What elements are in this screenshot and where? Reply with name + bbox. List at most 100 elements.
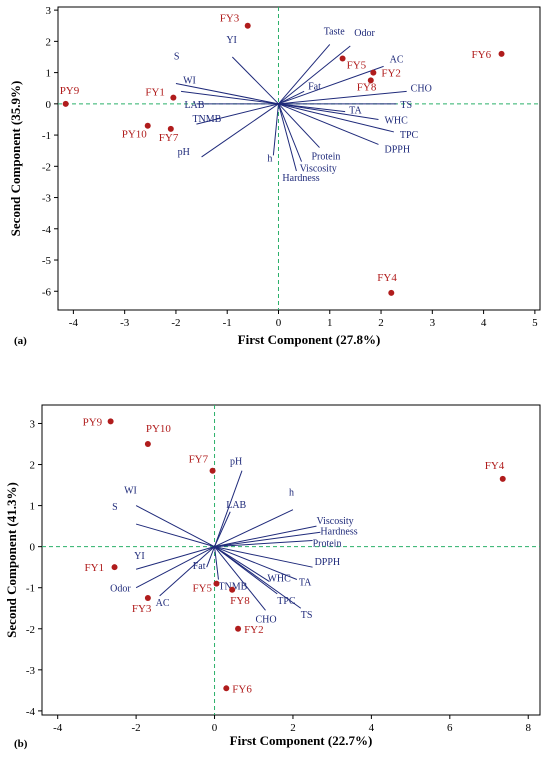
- p2-vector-label: Protein: [313, 538, 342, 549]
- p1-x-axis-title: First Component (27.8%): [238, 332, 381, 347]
- p1-sample-label: FY8: [357, 81, 377, 93]
- p2-vector-label: DPPH: [315, 557, 341, 568]
- p1-x-tick-label: 5: [532, 317, 538, 329]
- p1-sample-point: [388, 289, 395, 296]
- p2-sample-label: FY1: [85, 562, 105, 574]
- p1-y-tick-label: -3: [42, 193, 52, 205]
- p2-loading-vector: [135, 523, 215, 548]
- p1-sample-point: [339, 55, 346, 62]
- p2-loading-vector: [214, 546, 266, 611]
- p1-loading-vector: [278, 103, 320, 148]
- p1-vector-label: CHO: [411, 83, 432, 94]
- p2-y-tick-label: 2: [30, 460, 36, 472]
- p2-loading-vector: [214, 546, 270, 582]
- p1-plot-frame: [57, 6, 541, 311]
- p1-y-tick-label: -1: [42, 130, 51, 142]
- p1-sample-label: FY1: [145, 87, 165, 99]
- p1-loading-vector: [278, 90, 407, 105]
- p2-y-tick-label: 1: [30, 501, 36, 513]
- p1-vector-label: DPPH: [384, 144, 410, 155]
- p2-vector-label: TPC: [277, 596, 296, 607]
- p1-y-tick-label: -6: [42, 286, 52, 298]
- p2-vector-label: S: [112, 502, 118, 513]
- p2-sample-label: PY9: [83, 416, 103, 428]
- p1-loading-vector: [201, 103, 279, 158]
- p1-vector-label: Fat: [308, 81, 321, 92]
- p2-loading-vector: [214, 470, 243, 547]
- p2-x-axis-title: First Component (22.7%): [230, 733, 373, 748]
- p2-sample-label: PY10: [146, 423, 172, 435]
- p2-sample-label: FY5: [192, 583, 212, 595]
- p1-vector-label: AC: [390, 54, 404, 65]
- p2-loading-vector: [159, 546, 215, 597]
- p2-y-tick-label: 3: [30, 418, 36, 430]
- p2-y-tick-label: -3: [26, 665, 36, 677]
- p2-loading-vector: [214, 546, 219, 580]
- p2-vector-label: LAB: [226, 500, 246, 511]
- p2-sample-point: [235, 625, 242, 632]
- p1-vector-label: Viscosity: [300, 164, 337, 175]
- p2-loading-vector: [214, 546, 298, 580]
- p2-vector-label: TA: [299, 578, 312, 589]
- p1-loading-vector: [278, 103, 379, 145]
- p2-sample-point: [111, 564, 118, 571]
- p1-loading-vector: [278, 65, 384, 105]
- p1-loading-vector: [272, 103, 279, 156]
- p1-x-tick-label: 2: [378, 317, 384, 329]
- p1-x-tick-label: 0: [276, 317, 282, 329]
- p1-y-tick-label: 3: [46, 5, 52, 17]
- p1-sample-point: [367, 77, 374, 84]
- p2-vector-label: TS: [301, 610, 313, 621]
- p2-vector-label: Hardness: [320, 526, 357, 537]
- p1-sample-point: [167, 125, 174, 132]
- p1-vector-label: TA: [349, 106, 362, 117]
- p2-sample-point: [107, 418, 114, 425]
- p1-sample-label: PY9: [60, 85, 80, 97]
- p2-loading-vector: [214, 546, 302, 609]
- p2-y-tick-label: -4: [26, 706, 36, 718]
- p1-x-tick-label: -3: [120, 317, 130, 329]
- p2-x-tick-label: 6: [447, 722, 453, 734]
- p2-loading-vector: [135, 505, 215, 548]
- p1-sample-label: FY2: [381, 68, 401, 80]
- p2-x-tick-label: -4: [53, 722, 63, 734]
- p2-loading-vector: [214, 546, 313, 568]
- p2-vector-label: WI: [124, 486, 137, 497]
- p2-vector-label: WHC: [267, 574, 291, 585]
- p1-loading-vector: [278, 90, 305, 105]
- p1-sample-label: FY6: [472, 49, 492, 61]
- p1-y-tick-label: 0: [46, 99, 52, 111]
- p2-sample-label: FY4: [485, 460, 505, 472]
- p2-sample-point: [144, 594, 151, 601]
- p2-sample-label: FY6: [232, 683, 252, 695]
- p1-sample-point: [144, 122, 151, 129]
- p1-vector-label: LAB: [184, 100, 204, 111]
- p1-x-tick-label: 4: [481, 317, 487, 329]
- p1-sample-label: FY3: [220, 13, 240, 25]
- p1-vector-label: YI: [226, 35, 237, 46]
- p1-y-tick-label: -5: [42, 255, 52, 267]
- p2-sample-point: [213, 580, 220, 587]
- p1-sample-point: [170, 94, 177, 101]
- p1-loading-vector: [196, 103, 279, 125]
- p1-loading-vector: [278, 103, 379, 120]
- p2-sample-label: FY8: [230, 595, 250, 607]
- p1-y-tick-label: -2: [42, 161, 51, 173]
- p1-x-tick-label: -1: [223, 317, 232, 329]
- p1-vector-label: pH: [178, 147, 190, 158]
- p1-y-axis-title: Second Component (35.9%): [8, 81, 23, 237]
- p1-vector-label: WHC: [384, 115, 408, 126]
- p2-y-tick-label: -1: [26, 583, 35, 595]
- p2-loading-vector: [206, 546, 216, 568]
- p1-y-tick-label: 1: [46, 68, 52, 80]
- p1-vector-label: TPC: [400, 130, 419, 141]
- p1-sample-point: [62, 100, 69, 107]
- p2-sample-point: [144, 441, 151, 448]
- p1-vector-label: WI: [183, 75, 196, 86]
- p2-y-axis-title: Second Component (41.3%): [4, 482, 19, 638]
- p1-panel-label: (a): [14, 335, 27, 347]
- p1-vector-label: TS: [400, 100, 412, 111]
- p2-x-tick-label: 2: [290, 722, 296, 734]
- p2-vector-label: AC: [156, 598, 170, 609]
